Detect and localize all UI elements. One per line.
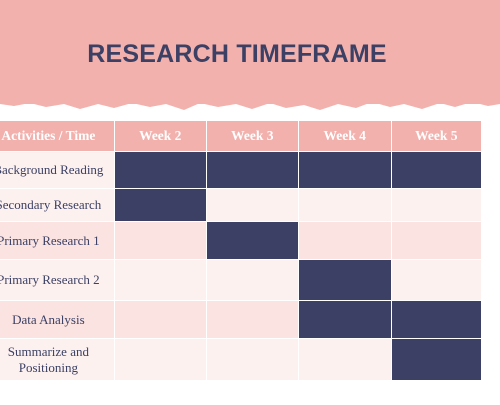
week-cell (205, 259, 299, 301)
week-cell-filled (205, 151, 299, 189)
column-header-week-2: Week 2 (113, 120, 207, 152)
week-cell (205, 300, 299, 339)
table-row: Summarize and Positioning (0, 338, 483, 381)
week-cell (205, 338, 299, 381)
week-cell-filled (113, 188, 207, 222)
activity-label: Background Reading (0, 151, 115, 189)
column-header-week-3: Week 3 (205, 120, 299, 152)
column-header-week-5: Week 5 (390, 120, 483, 152)
timeframe-table: Activities / Time Week 2 Week 3 Week 4 W… (0, 120, 483, 381)
week-cell (390, 221, 483, 260)
week-cell (113, 259, 207, 301)
table-row: Secondary Research (0, 188, 483, 222)
week-cell (297, 188, 392, 222)
table-row: Background Reading (0, 151, 483, 189)
week-cell (113, 300, 207, 339)
week-cell-filled (113, 151, 207, 189)
week-cell (113, 338, 207, 381)
brush-edge-decoration (0, 98, 500, 110)
header-row: Activities / Time Week 2 Week 3 Week 4 W… (0, 120, 483, 152)
page-title: RESEARCH TIMEFRAME (87, 40, 387, 68)
table-row: Data Analysis (0, 300, 483, 339)
activity-label: Primary Research 2 (0, 259, 115, 301)
header-banner: RESEARCH TIMEFRAME (0, 0, 500, 110)
week-cell-filled (297, 300, 392, 339)
activity-label: Primary Research 1 (0, 221, 115, 260)
week-cell (297, 338, 392, 381)
week-cell (390, 188, 483, 222)
table-row: Primary Research 2 (0, 259, 483, 301)
week-cell (205, 188, 299, 222)
week-cell-filled (297, 151, 392, 189)
activity-label: Data Analysis (0, 300, 115, 339)
week-cell-filled (390, 338, 483, 381)
week-cell-filled (297, 259, 392, 301)
week-cell-filled (390, 300, 483, 339)
activity-label: Secondary Research (0, 188, 115, 222)
activity-label: Summarize and Positioning (0, 338, 115, 381)
column-header-activities: Activities / Time (0, 120, 115, 152)
week-cell-filled (205, 221, 299, 260)
week-cell (113, 221, 207, 260)
week-cell-filled (390, 151, 483, 189)
week-cell (390, 259, 483, 301)
week-cell (297, 221, 392, 260)
column-header-week-4: Week 4 (297, 120, 392, 152)
table-row: Primary Research 1 (0, 221, 483, 260)
